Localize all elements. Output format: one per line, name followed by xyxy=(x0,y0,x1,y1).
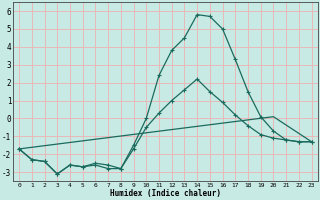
X-axis label: Humidex (Indice chaleur): Humidex (Indice chaleur) xyxy=(110,189,221,198)
